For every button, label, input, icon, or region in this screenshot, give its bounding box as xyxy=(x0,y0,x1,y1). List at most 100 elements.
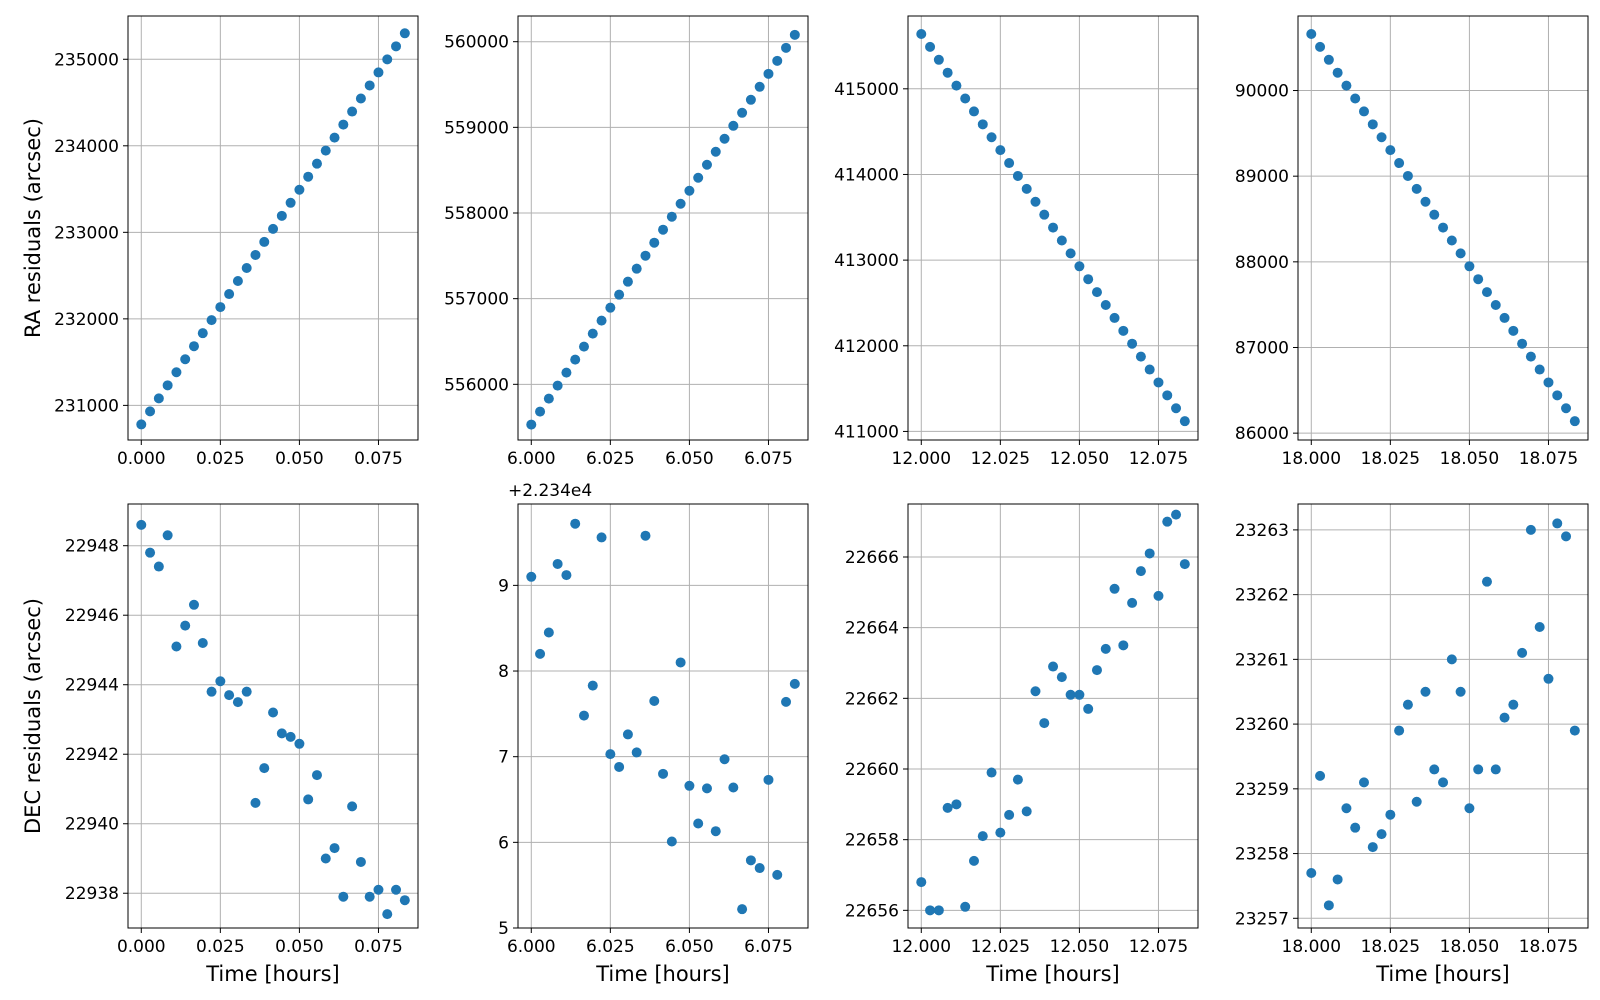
panel-8-x-tick-label-1: 18.000 xyxy=(1282,937,1341,957)
panel-7-y-tick-label-6: 22666 xyxy=(845,548,899,568)
panel-3-point-13 xyxy=(1021,183,1032,194)
panel-4-point-31 xyxy=(1569,416,1580,427)
panel-3-y-tick-label-5: 415000 xyxy=(834,80,899,100)
panel-1-y-tick-label-5: 235000 xyxy=(54,50,119,70)
panel-3-frame xyxy=(907,15,1199,441)
panel-1-point-5 xyxy=(171,367,182,378)
panel-7-point-4 xyxy=(942,802,953,813)
panel-2-point-6 xyxy=(570,354,581,365)
panel-4-point-15 xyxy=(1429,209,1440,220)
panel-1-point-18 xyxy=(285,197,296,208)
panel-6-y-tick-label-5: 9 xyxy=(498,576,509,596)
panel-5-point-12 xyxy=(232,697,243,708)
panel-8-x-axis-label: Time [hours] xyxy=(1375,962,1510,986)
panel-6-point-14 xyxy=(640,530,651,541)
panel-8-y-tick-label-4: 23260 xyxy=(1235,715,1289,735)
panel-6-point-5 xyxy=(561,570,572,581)
panel-3-point-23 xyxy=(1109,312,1120,323)
panel-2-point-16 xyxy=(658,224,669,235)
panel-1-point-31 xyxy=(399,28,410,39)
panel-8-point-5 xyxy=(1341,803,1352,814)
panel-2-y-tick-label-3: 558000 xyxy=(444,204,509,224)
panel-7-y-tick-label-2: 22658 xyxy=(845,831,899,851)
panel-1-point-30 xyxy=(391,41,402,52)
panel-3-x-tick-label-3: 12.050 xyxy=(1050,449,1109,469)
panel-3-point-9 xyxy=(986,132,997,143)
panel-3-point-4 xyxy=(942,67,953,78)
panel-3-x-tick-label-1: 12.000 xyxy=(892,449,951,469)
panel-8-point-3 xyxy=(1323,900,1334,911)
panel-6-point-18 xyxy=(675,657,686,668)
panel-3-point-7 xyxy=(968,106,979,117)
panel-8-point-15 xyxy=(1429,764,1440,775)
panel-6-y-tick-label-4: 8 xyxy=(498,662,509,682)
panel-6-point-1 xyxy=(526,571,537,582)
panel-4-point-13 xyxy=(1411,183,1422,194)
panel-4-y-tick-label-2: 87000 xyxy=(1235,338,1289,358)
panel-1-x-tick-label-1: 0.000 xyxy=(117,449,166,469)
panel-7-point-8 xyxy=(977,831,988,842)
panel-1-point-10 xyxy=(215,302,226,313)
panel-1-point-8 xyxy=(197,328,208,339)
panel-8-y-tick-label-3: 23259 xyxy=(1235,780,1289,800)
panel-4-x-tick-label-2: 18.025 xyxy=(1361,449,1420,469)
panel-5-y-axis-label: DEC residuals (arcsec) xyxy=(21,598,45,834)
panel-6-x-tick-label-2: 6.025 xyxy=(586,937,635,957)
panel-1-point-16 xyxy=(268,223,279,234)
panel-7-point-24 xyxy=(1118,640,1129,651)
panel-8-point-17 xyxy=(1446,654,1457,665)
panel-7-point-22 xyxy=(1100,643,1111,654)
panel-5-point-5 xyxy=(171,641,182,652)
panel-7-point-15 xyxy=(1039,718,1050,729)
panel-2-y-tick-label-4: 559000 xyxy=(444,118,509,138)
panel-2-point-1 xyxy=(526,419,537,430)
panel-3-x-tick-label-4: 12.075 xyxy=(1129,449,1188,469)
panel-5-point-10 xyxy=(215,676,226,687)
panel-5-point-24 xyxy=(338,891,349,902)
panel-6-point-12 xyxy=(622,729,633,740)
panel-5-point-22 xyxy=(320,853,331,864)
panel-7-y-tick-label-3: 22660 xyxy=(845,760,899,780)
panel-2-point-20 xyxy=(693,172,704,183)
panel-6-point-20 xyxy=(693,818,704,829)
panel-8-y-tick-label-1: 23257 xyxy=(1235,909,1289,929)
panel-7-y-tick-label-5: 22664 xyxy=(845,619,899,639)
panel-3-point-31 xyxy=(1179,416,1190,427)
panel-2-y-tick-label-2: 557000 xyxy=(444,290,509,310)
panel-8-point-27 xyxy=(1534,621,1545,632)
panel-3-point-1 xyxy=(916,28,927,39)
panel-5-point-16 xyxy=(268,707,279,718)
panel-8-point-22 xyxy=(1490,764,1501,775)
panel-8-point-11 xyxy=(1394,725,1405,736)
panel-6-point-8 xyxy=(587,680,598,691)
panel-2-point-21 xyxy=(701,159,712,170)
panel-2-point-23 xyxy=(719,133,730,144)
panel-8-x-tick-label-2: 18.025 xyxy=(1361,937,1420,957)
panel-6-point-22 xyxy=(710,826,721,837)
panel-8-frame xyxy=(1297,503,1589,929)
panel-1-x-tick-label-4: 0.075 xyxy=(354,449,403,469)
panel-6-point-11 xyxy=(614,761,625,772)
panel-1-point-17 xyxy=(276,210,287,221)
panel-1-point-19 xyxy=(294,184,305,195)
panel-8-point-12 xyxy=(1402,699,1413,710)
panel-5-point-19 xyxy=(294,738,305,749)
panel-8-point-10 xyxy=(1385,809,1396,820)
panel-1-point-28 xyxy=(373,67,384,78)
panel-7-point-11 xyxy=(1004,809,1015,820)
panel-3-point-22 xyxy=(1100,300,1111,311)
panel-1-y-tick-label-4: 234000 xyxy=(54,137,119,157)
panel-7-point-25 xyxy=(1127,597,1138,608)
panel-3-point-17 xyxy=(1056,235,1067,246)
panel-2-point-5 xyxy=(561,367,572,378)
panel-2-point-4 xyxy=(552,380,563,391)
panel-8-point-14 xyxy=(1420,686,1431,697)
panel-1-point-3 xyxy=(153,393,164,404)
panel-3-point-18 xyxy=(1065,248,1076,259)
panel-2-point-9 xyxy=(596,315,607,326)
panel-8-y-tick-label-6: 23262 xyxy=(1235,586,1289,606)
panel-3-point-15 xyxy=(1039,209,1050,220)
panel-8-point-4 xyxy=(1332,874,1343,885)
panel-2-point-19 xyxy=(684,185,695,196)
